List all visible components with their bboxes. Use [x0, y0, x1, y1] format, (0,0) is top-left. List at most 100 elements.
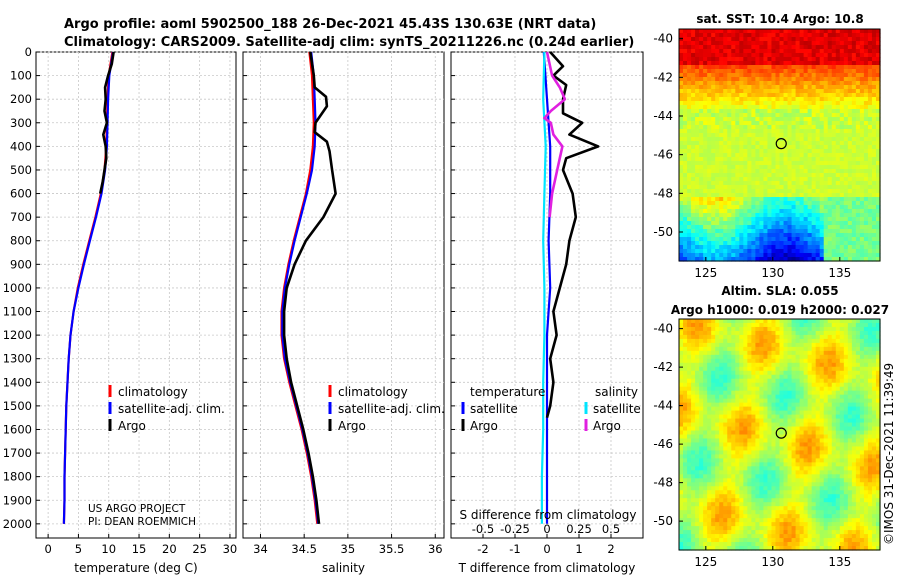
map-cell [731, 253, 736, 258]
map-cell [831, 201, 837, 206]
map-cell [835, 430, 841, 436]
map-cell [703, 29, 708, 34]
map-cell [687, 434, 692, 440]
map-cell [855, 77, 861, 82]
x-tick-label-top: 0.25 [566, 522, 592, 536]
map-cell [851, 161, 857, 166]
map-cell [811, 382, 817, 388]
map-cell [739, 149, 744, 154]
map-cell [827, 193, 833, 198]
map-cell [815, 93, 821, 98]
map-cell [775, 109, 781, 114]
map-cell [795, 418, 801, 424]
map-cell [767, 454, 773, 459]
map-cell [791, 458, 797, 463]
map-cell [687, 366, 692, 372]
map-cell [711, 229, 716, 234]
map-cell [811, 101, 817, 106]
map-cell [783, 69, 789, 74]
map-cell [771, 33, 777, 38]
map-cell [831, 386, 837, 392]
map-cell [815, 370, 821, 376]
map-cell [803, 358, 809, 364]
map-cell [875, 390, 881, 396]
map-cell [807, 213, 813, 218]
map-cell [747, 334, 752, 340]
map-cell [839, 346, 845, 352]
map-cell [751, 137, 756, 142]
map-cell [707, 57, 712, 62]
map-cell [875, 201, 881, 206]
map-cell [719, 354, 724, 360]
map-cell [795, 414, 801, 420]
map-cell [835, 209, 841, 214]
map-cell [799, 77, 805, 82]
map-cell [771, 378, 777, 384]
map-cell [831, 69, 837, 74]
map-cell [711, 366, 716, 372]
map-cell [839, 89, 845, 94]
map-cell [795, 410, 801, 416]
map-cell [739, 358, 744, 364]
map-cell [787, 185, 793, 190]
map-cell [819, 358, 825, 364]
x-tick-label: 1 [575, 542, 582, 556]
map-cell [683, 406, 688, 412]
map-cell [727, 334, 732, 340]
map-cell [799, 133, 805, 138]
map-cell [863, 137, 869, 142]
map-cell [775, 462, 781, 467]
map-cell [687, 181, 692, 186]
map-cell [795, 121, 801, 126]
map-cell [867, 165, 873, 170]
map-cell [739, 442, 744, 448]
map-cell [775, 153, 781, 158]
map-cell [867, 101, 873, 106]
map-cell [871, 410, 877, 416]
map-cell [823, 326, 829, 332]
map-cell [771, 350, 777, 356]
map-cell [875, 346, 881, 352]
map-cell [687, 402, 692, 408]
map-cell [779, 342, 785, 348]
map-cell [855, 326, 861, 332]
map-cell [695, 426, 700, 432]
map-cell [739, 326, 744, 332]
map-cell [859, 322, 865, 328]
map-cell [835, 61, 841, 66]
map-cell [723, 225, 728, 230]
map-cell [723, 69, 728, 74]
map-cell [759, 338, 765, 344]
map-cell [799, 446, 805, 452]
map-cell [751, 454, 756, 459]
map-cell [807, 358, 813, 364]
map-cell [847, 109, 853, 114]
map-cell [743, 414, 748, 420]
map-cell [759, 462, 765, 467]
map-cell [859, 221, 865, 226]
map-cell [691, 61, 696, 66]
map-cell [819, 77, 825, 82]
map-cell [827, 233, 833, 238]
map-cell [707, 117, 712, 122]
map-cell [799, 394, 805, 400]
map-cell [863, 185, 869, 190]
map-cell [751, 65, 756, 70]
map-cell [775, 81, 781, 86]
map-cell [779, 181, 785, 186]
map-cell [699, 29, 704, 34]
map-cell [695, 330, 700, 336]
map-cell [759, 253, 765, 258]
map-cell [679, 73, 684, 78]
map-cell [875, 366, 881, 372]
map-cell [823, 97, 829, 102]
map-cell [687, 374, 692, 380]
map-cell [791, 193, 797, 198]
map-cell [699, 249, 704, 254]
map-cell [739, 390, 744, 396]
map-cell [851, 237, 857, 242]
map-cell [835, 338, 841, 344]
map-cell [751, 45, 756, 50]
map-cell [859, 374, 865, 380]
map-cell [843, 346, 849, 352]
